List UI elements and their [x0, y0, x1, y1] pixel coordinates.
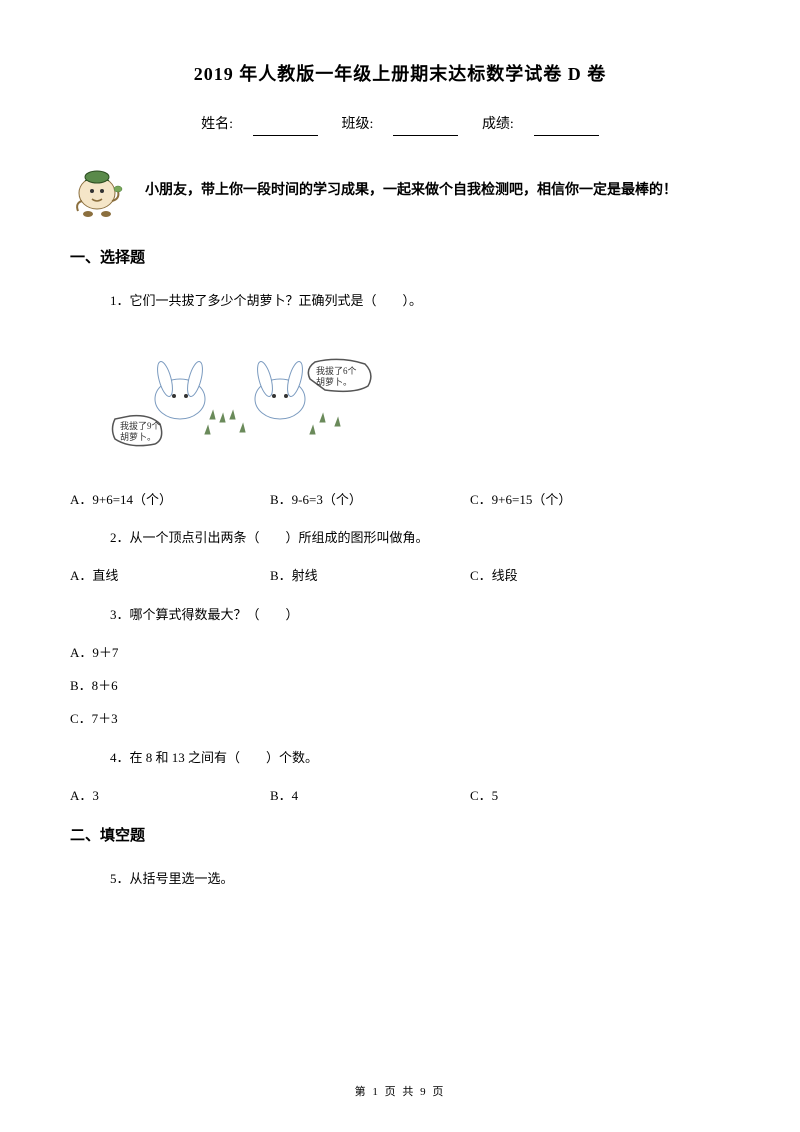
- page-title: 2019 年人教版一年级上册期末达标数学试卷 D 卷: [70, 60, 730, 89]
- q3-opt-a: A．9＋7: [70, 643, 730, 664]
- intro-text: 小朋友，带上你一段时间的学习成果，一起来做个自我检测吧，相信你一定是最棒的！: [145, 180, 730, 202]
- svg-text:我拔了9个: 我拔了9个: [120, 420, 161, 431]
- q1-opt-b: B．9-6=3（个）: [270, 490, 470, 511]
- q2-opt-c: C．线段: [470, 566, 518, 587]
- name-label: 姓名:: [201, 114, 233, 136]
- q4-opt-b: B．4: [270, 786, 470, 807]
- q1-image: 我拔了9个 胡萝卜。 我拔了6个 胡萝卜。: [110, 344, 390, 454]
- q3-opt-c: C．7＋3: [70, 709, 730, 730]
- intro-row: 小朋友，带上你一段时间的学习成果，一起来做个自我检测吧，相信你一定是最棒的！: [70, 161, 730, 221]
- q2-opt-a: A．直线: [70, 566, 270, 587]
- page-footer: 第 1 页 共 9 页: [0, 1084, 800, 1102]
- q1-options: A．9+6=14（个） B．9-6=3（个） C．9+6=15（个）: [70, 490, 730, 511]
- svg-text:胡萝卜。: 胡萝卜。: [316, 376, 352, 387]
- q2-text: 2．从一个顶点引出两条（ ）所组成的图形叫做角。: [110, 525, 730, 551]
- q2-opt-b: B．射线: [270, 566, 470, 587]
- class-label: 班级:: [342, 114, 374, 136]
- mascot-icon: [70, 161, 125, 221]
- name-blank: [253, 120, 318, 136]
- section2-heading: 二、填空题: [70, 824, 730, 848]
- q4-opt-a: A．3: [70, 786, 270, 807]
- q5-text: 5．从括号里选一选。: [110, 866, 730, 892]
- q1-opt-c: C．9+6=15（个）: [470, 490, 571, 511]
- q3-options: A．9＋7 B．8＋6 C．7＋3: [70, 643, 730, 729]
- q4-options: A．3 B．4 C．5: [70, 786, 730, 807]
- score-label: 成绩:: [482, 114, 514, 136]
- q1-text: 1．它们一共拔了多少个胡萝卜？正确列式是（ ）。: [110, 288, 730, 314]
- score-blank: [534, 120, 599, 136]
- svg-text:我拔了6个: 我拔了6个: [316, 365, 357, 376]
- q1-opt-a: A．9+6=14（个）: [70, 490, 270, 511]
- q4-opt-c: C．5: [470, 786, 498, 807]
- info-line: 姓名: 班级: 成绩:: [70, 114, 730, 136]
- section1-heading: 一、选择题: [70, 246, 730, 270]
- svg-text:胡萝卜。: 胡萝卜。: [120, 431, 156, 442]
- class-blank: [393, 120, 458, 136]
- q4-text: 4．在 8 和 13 之间有（ ）个数。: [110, 745, 730, 771]
- q3-opt-b: B．8＋6: [70, 676, 730, 697]
- q2-options: A．直线 B．射线 C．线段: [70, 566, 730, 587]
- q3-text: 3．哪个算式得数最大？（ ）: [110, 602, 730, 628]
